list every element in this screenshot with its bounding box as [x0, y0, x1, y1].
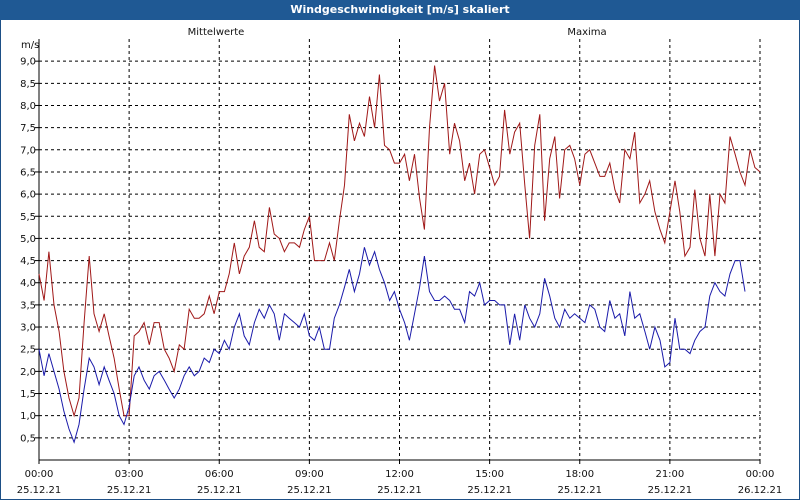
- series-lines: [38, 65, 761, 444]
- x-tick-time: 18:00: [565, 469, 594, 480]
- y-tick-label: 9,0: [20, 57, 36, 68]
- y-tick-label: 6,0: [20, 190, 36, 201]
- window-title: Windgeschwindigkeit [m/s] skaliert: [0, 0, 800, 20]
- x-tick-time: 12:00: [385, 469, 414, 480]
- y-tick-label: 2,5: [20, 345, 36, 356]
- y-tick-label: 3,0: [20, 323, 36, 334]
- grid-lines: [38, 39, 761, 460]
- y-tick-label: 6,5: [20, 167, 36, 178]
- x-tick-date: 25.12.21: [467, 485, 512, 496]
- x-tick-date: 25.12.21: [557, 485, 602, 496]
- y-tick-label: 1,5: [20, 389, 36, 400]
- y-tick-label: 2,0: [20, 367, 36, 378]
- y-tick-label: 4,5: [20, 256, 36, 267]
- x-tick-time: 15:00: [475, 469, 504, 480]
- y-tick-label: 3,5: [20, 300, 36, 311]
- axes: [35, 39, 761, 464]
- x-tick-time: 06:00: [205, 469, 234, 480]
- series-line-mittelwerte: [38, 247, 746, 444]
- series-line-maxima: [38, 65, 761, 418]
- x-tick-time: 09:00: [295, 469, 324, 480]
- legend-mittelwerte: Mittelwerte: [188, 27, 245, 38]
- x-tick-time: 03:00: [115, 469, 144, 480]
- x-tick-date: 26.12.21: [738, 485, 783, 496]
- x-tick-date: 25.12.21: [107, 485, 152, 496]
- x-tick-time: 00:00: [746, 469, 775, 480]
- legend-maxima: Maxima: [567, 27, 606, 38]
- y-tick-label: 7,0: [20, 145, 36, 156]
- y-tick-label: 8,5: [20, 79, 36, 90]
- y-tick-label: 5,0: [20, 234, 36, 245]
- x-tick-date: 25.12.21: [287, 485, 332, 496]
- y-tick-label: 7,5: [20, 123, 36, 134]
- x-tick-time: 21:00: [655, 469, 684, 480]
- x-tick-time: 00:00: [25, 469, 54, 480]
- y-tick-label: 8,0: [20, 101, 36, 112]
- x-tick-labels: 00:00 25.12.21 03:00 25.12.21 06:00 25.12.21 0…: [17, 469, 783, 496]
- y-tick-label: 1,0: [20, 411, 36, 422]
- x-tick-date: 25.12.21: [197, 485, 242, 496]
- x-tick-date: 25.12.21: [377, 485, 422, 496]
- y-tick-label: 0,5: [20, 433, 36, 444]
- y-tick-label: 4,0: [20, 278, 36, 289]
- y-tick-labels: 0,5 1,0 1,5 2,0 2,5 3,0 3,5 4,0 4,5 5,0 5,5 6,0 6,5 7…: [20, 57, 36, 445]
- y-axis-unit-label: m/s: [21, 40, 39, 51]
- x-tick-date: 25.12.21: [648, 485, 693, 496]
- x-tick-date: 25.12.21: [17, 485, 62, 496]
- y-tick-label: 5,5: [20, 212, 36, 223]
